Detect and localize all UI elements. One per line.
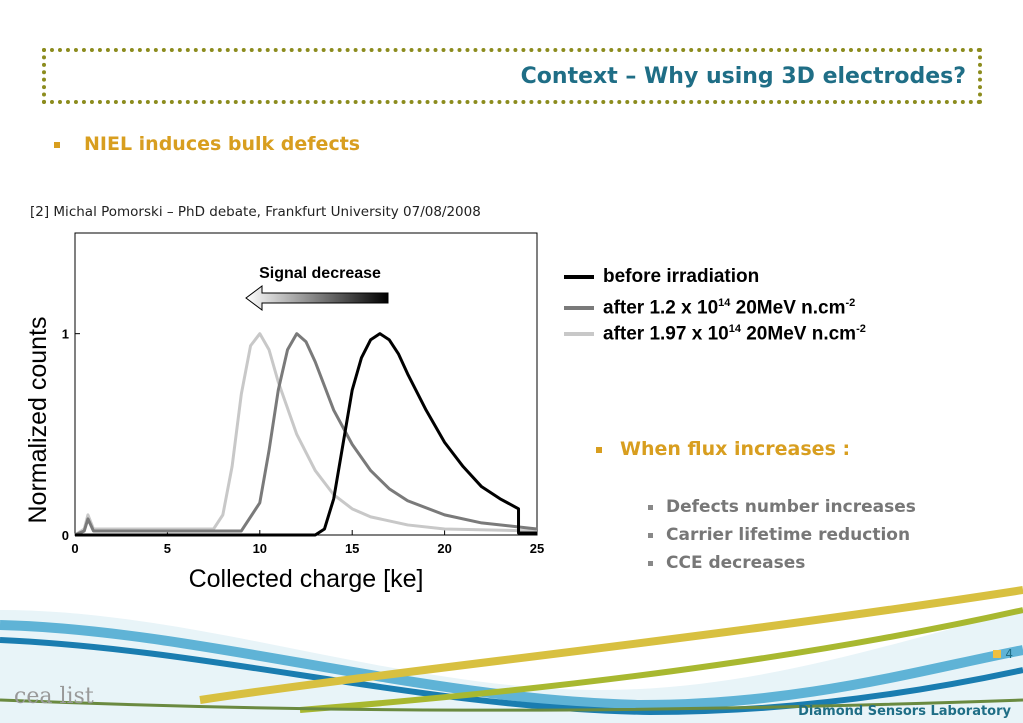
bullet-square-icon	[648, 560, 653, 566]
series-line	[74, 332, 538, 537]
legend-item-before: before irradiation	[564, 264, 866, 290]
sub-bullet-text: Carrier lifetime reduction	[666, 525, 911, 545]
y-axis-label: Normalized counts	[24, 316, 52, 523]
signal-decrease-label: Signal decrease	[259, 265, 381, 282]
sub-bullet-3: CCE decreases	[648, 553, 805, 573]
y-tick-label: 0	[62, 528, 69, 543]
cea-list-logo: cea list	[14, 684, 94, 709]
legend-exponent: -2	[845, 297, 856, 309]
legend-exponent: 14	[728, 323, 741, 335]
reference-text: [2] Michal Pomorski – PhD debate, Frankf…	[30, 204, 481, 220]
signal-decrease-arrow	[245, 285, 389, 311]
legend-item-1-2: after 1.2 x 1014 20MeV n.cm-2	[564, 290, 866, 319]
page-number-text: 4	[1005, 647, 1013, 661]
bullet-square-icon	[648, 532, 653, 538]
bullet-flux-text: When flux increases :	[620, 438, 851, 460]
legend-label: after 1.2 x 10	[603, 297, 719, 319]
bullet-square-icon	[596, 446, 602, 453]
legend-label: before irradiation	[603, 266, 760, 287]
page-square-icon	[993, 650, 1002, 658]
bullet-square-icon	[54, 141, 60, 148]
legend-item-1-97: after 1.97 x 1014 20MeV n.cm-2	[564, 316, 866, 345]
x-tick-label: 25	[530, 541, 544, 556]
legend-exponent: 14	[718, 297, 731, 309]
x-tick-label: 15	[345, 541, 359, 556]
legend-line-icon	[564, 306, 594, 311]
legend-suffix: 20MeV n.cm	[740, 323, 857, 345]
slide-title: Context – Why using 3D electrodes?	[520, 64, 966, 89]
legend-line-icon	[564, 332, 594, 337]
legend-label: after 1.97 x 10	[603, 323, 729, 345]
sub-bullet-2: Carrier lifetime reduction	[648, 525, 910, 545]
charge-spectrum-chart: Normalized counts Collected charge [ke] …	[24, 232, 544, 593]
sub-bullet-text: Defects number increases	[666, 497, 916, 517]
x-tick-label: 20	[437, 541, 451, 556]
x-tick-label: 0	[71, 541, 78, 556]
bullet-niel-text: NIEL induces bulk defects	[84, 133, 361, 155]
bullet-flux: When flux increases :	[596, 438, 850, 460]
legend-line-icon	[564, 274, 594, 279]
legend-exponent: -2	[856, 323, 866, 335]
x-tick-label: 5	[164, 541, 171, 556]
page-number: 4	[993, 647, 1013, 661]
bullet-square-icon	[648, 504, 653, 510]
footer-lab-name: Diamond Sensors Laboratory	[798, 704, 1011, 719]
y-tick-label: 1	[62, 327, 69, 342]
sub-bullet-text: CCE decreases	[666, 553, 806, 573]
bullet-niel: NIEL induces bulk defects	[54, 133, 360, 155]
title-box: Context – Why using 3D electrodes?	[42, 48, 982, 104]
series-line	[74, 332, 538, 537]
series-line	[75, 332, 537, 537]
logo-text: cea list	[14, 684, 94, 709]
x-tick-label: 10	[253, 541, 267, 556]
x-axis-label: Collected charge [ke]	[189, 565, 424, 593]
legend-suffix: 20MeV n.cm	[730, 297, 846, 319]
chart-legend: before irradiation after 1.2 x 1014 20Me…	[564, 264, 866, 345]
sub-bullet-1: Defects number increases	[648, 497, 916, 517]
